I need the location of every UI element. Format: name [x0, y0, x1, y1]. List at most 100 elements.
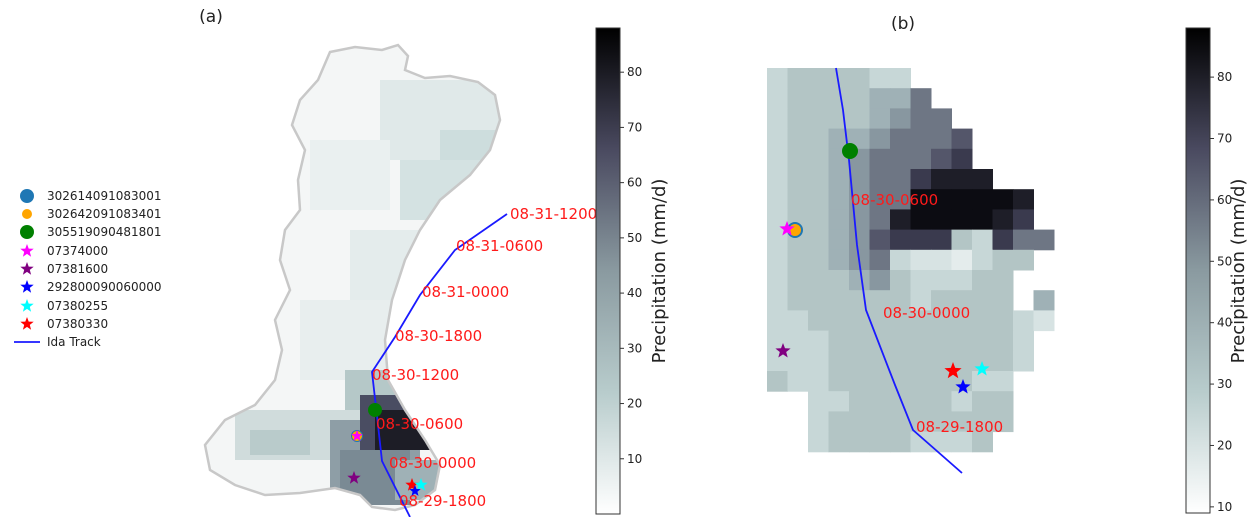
- track-label: 08-31-0000: [422, 283, 509, 301]
- precip-cell: [890, 391, 911, 412]
- precip-cell: [808, 411, 829, 433]
- colorbar-tick-label: 80: [1217, 70, 1232, 84]
- precip-cell: [787, 68, 809, 89]
- precip-cell: [828, 411, 850, 433]
- track-labels-a: 08-31-1200 08-31-0600 08-31-0000 08-30-1…: [372, 205, 597, 510]
- precip-cell: [849, 391, 870, 412]
- precip-cell: [787, 270, 809, 291]
- precip-cell: [910, 391, 932, 412]
- precip-cell: [931, 431, 952, 453]
- precip-cell: [992, 249, 1014, 271]
- precip-cell: [1013, 189, 1034, 210]
- precip-cell: [890, 128, 911, 150]
- precip-cell: [1013, 310, 1034, 332]
- precip-cell: [808, 88, 829, 109]
- station-star-07374000: [779, 221, 795, 236]
- precip-cell: [767, 68, 788, 89]
- legend-label: 292800090060000: [47, 280, 162, 294]
- precip-cell: [1013, 229, 1034, 251]
- precip-cell: [849, 88, 870, 109]
- colorbar-b-bar: [1185, 27, 1211, 514]
- precip-cell: [787, 249, 809, 271]
- precip-cell: [808, 371, 829, 392]
- precip-cell: [869, 189, 891, 210]
- precip-cell: [890, 431, 911, 453]
- legend-marker: [20, 225, 34, 239]
- precip-cell: [849, 290, 870, 311]
- precip-cell: [828, 169, 850, 190]
- precip-cell: [890, 108, 911, 130]
- colorbar-tick-label: 10: [1217, 500, 1232, 514]
- precip-cell: [931, 270, 952, 291]
- precip-cell: [910, 169, 932, 190]
- precip-cell: [869, 391, 891, 412]
- track-label: 08-31-1200: [510, 205, 597, 223]
- precip-cell: [808, 310, 829, 332]
- station-markers-a: [347, 403, 428, 496]
- colorbar-b-label: Precipitation (mm/d): [1228, 179, 1249, 364]
- precip-cell: [808, 189, 829, 210]
- precip-cell: [849, 270, 870, 291]
- precip-cell: [828, 330, 850, 352]
- panel-a-map: [203, 43, 508, 517]
- precip-cell: [828, 189, 850, 210]
- precip-cell: [910, 330, 932, 352]
- precip-cell: [890, 249, 911, 271]
- precip-cell: [828, 310, 850, 332]
- precip-cell: [931, 229, 952, 251]
- precip-cell: [951, 411, 973, 433]
- precip-cell: [787, 350, 809, 372]
- track-label: 08-29-1800: [399, 492, 486, 510]
- precip-cell: [972, 350, 993, 372]
- legend-star: [20, 299, 34, 312]
- precip-cell: [931, 249, 952, 271]
- legend-star: [20, 317, 34, 330]
- legend-label: Ida Track: [47, 335, 101, 349]
- precip-cell: [910, 88, 932, 109]
- precip-cell: [951, 270, 973, 291]
- precip-cell: [869, 350, 891, 372]
- precip-cell: [849, 431, 870, 453]
- precip-cell: [828, 88, 850, 109]
- precip-cell: [992, 371, 1014, 392]
- precip-cell: [951, 229, 973, 251]
- station-star-07380255: [414, 478, 428, 491]
- precip-cell: [951, 350, 973, 372]
- precip-cell: [808, 209, 829, 231]
- station-star-07380330: [405, 478, 419, 491]
- precip-cell: [767, 148, 788, 170]
- legend-star: [20, 280, 34, 293]
- legend-star: [20, 262, 34, 275]
- precip-cell: [828, 371, 850, 392]
- precip-cell: [890, 310, 911, 332]
- precip-cell: [972, 431, 993, 453]
- precip-cell: [849, 350, 870, 372]
- precip-cell: [931, 148, 952, 170]
- precip-cell: [910, 371, 932, 392]
- precip-cell: [808, 270, 829, 291]
- precip-cell: [828, 391, 850, 412]
- legend-marker: [22, 209, 32, 219]
- track-label: 08-30-0000: [883, 304, 970, 322]
- precip-cell: [808, 431, 829, 453]
- precip-cell: [931, 411, 952, 433]
- station-star-07380255: [974, 361, 990, 376]
- precip-cell: [849, 310, 870, 332]
- precip-cell: [1013, 249, 1034, 271]
- precip-cell: [951, 209, 973, 231]
- precip-cell: [890, 350, 911, 372]
- precip-cell: [972, 249, 993, 271]
- precip-cell: [992, 290, 1014, 311]
- precip-cell: [972, 189, 993, 210]
- precip-cell: [992, 350, 1014, 372]
- legend-label: 07380255: [47, 299, 108, 313]
- precip-cell: [992, 330, 1014, 352]
- precip-cell: [992, 229, 1014, 251]
- colorbar-b-ticks: 10 20 30 40 50 60 70 80: [1210, 70, 1232, 514]
- precip-cell: [767, 169, 788, 190]
- precip-cell: [808, 148, 829, 170]
- precip-cell: [869, 270, 891, 291]
- precip-cell: [869, 330, 891, 352]
- precip-cell: [767, 108, 788, 130]
- precip-cell: [910, 209, 932, 231]
